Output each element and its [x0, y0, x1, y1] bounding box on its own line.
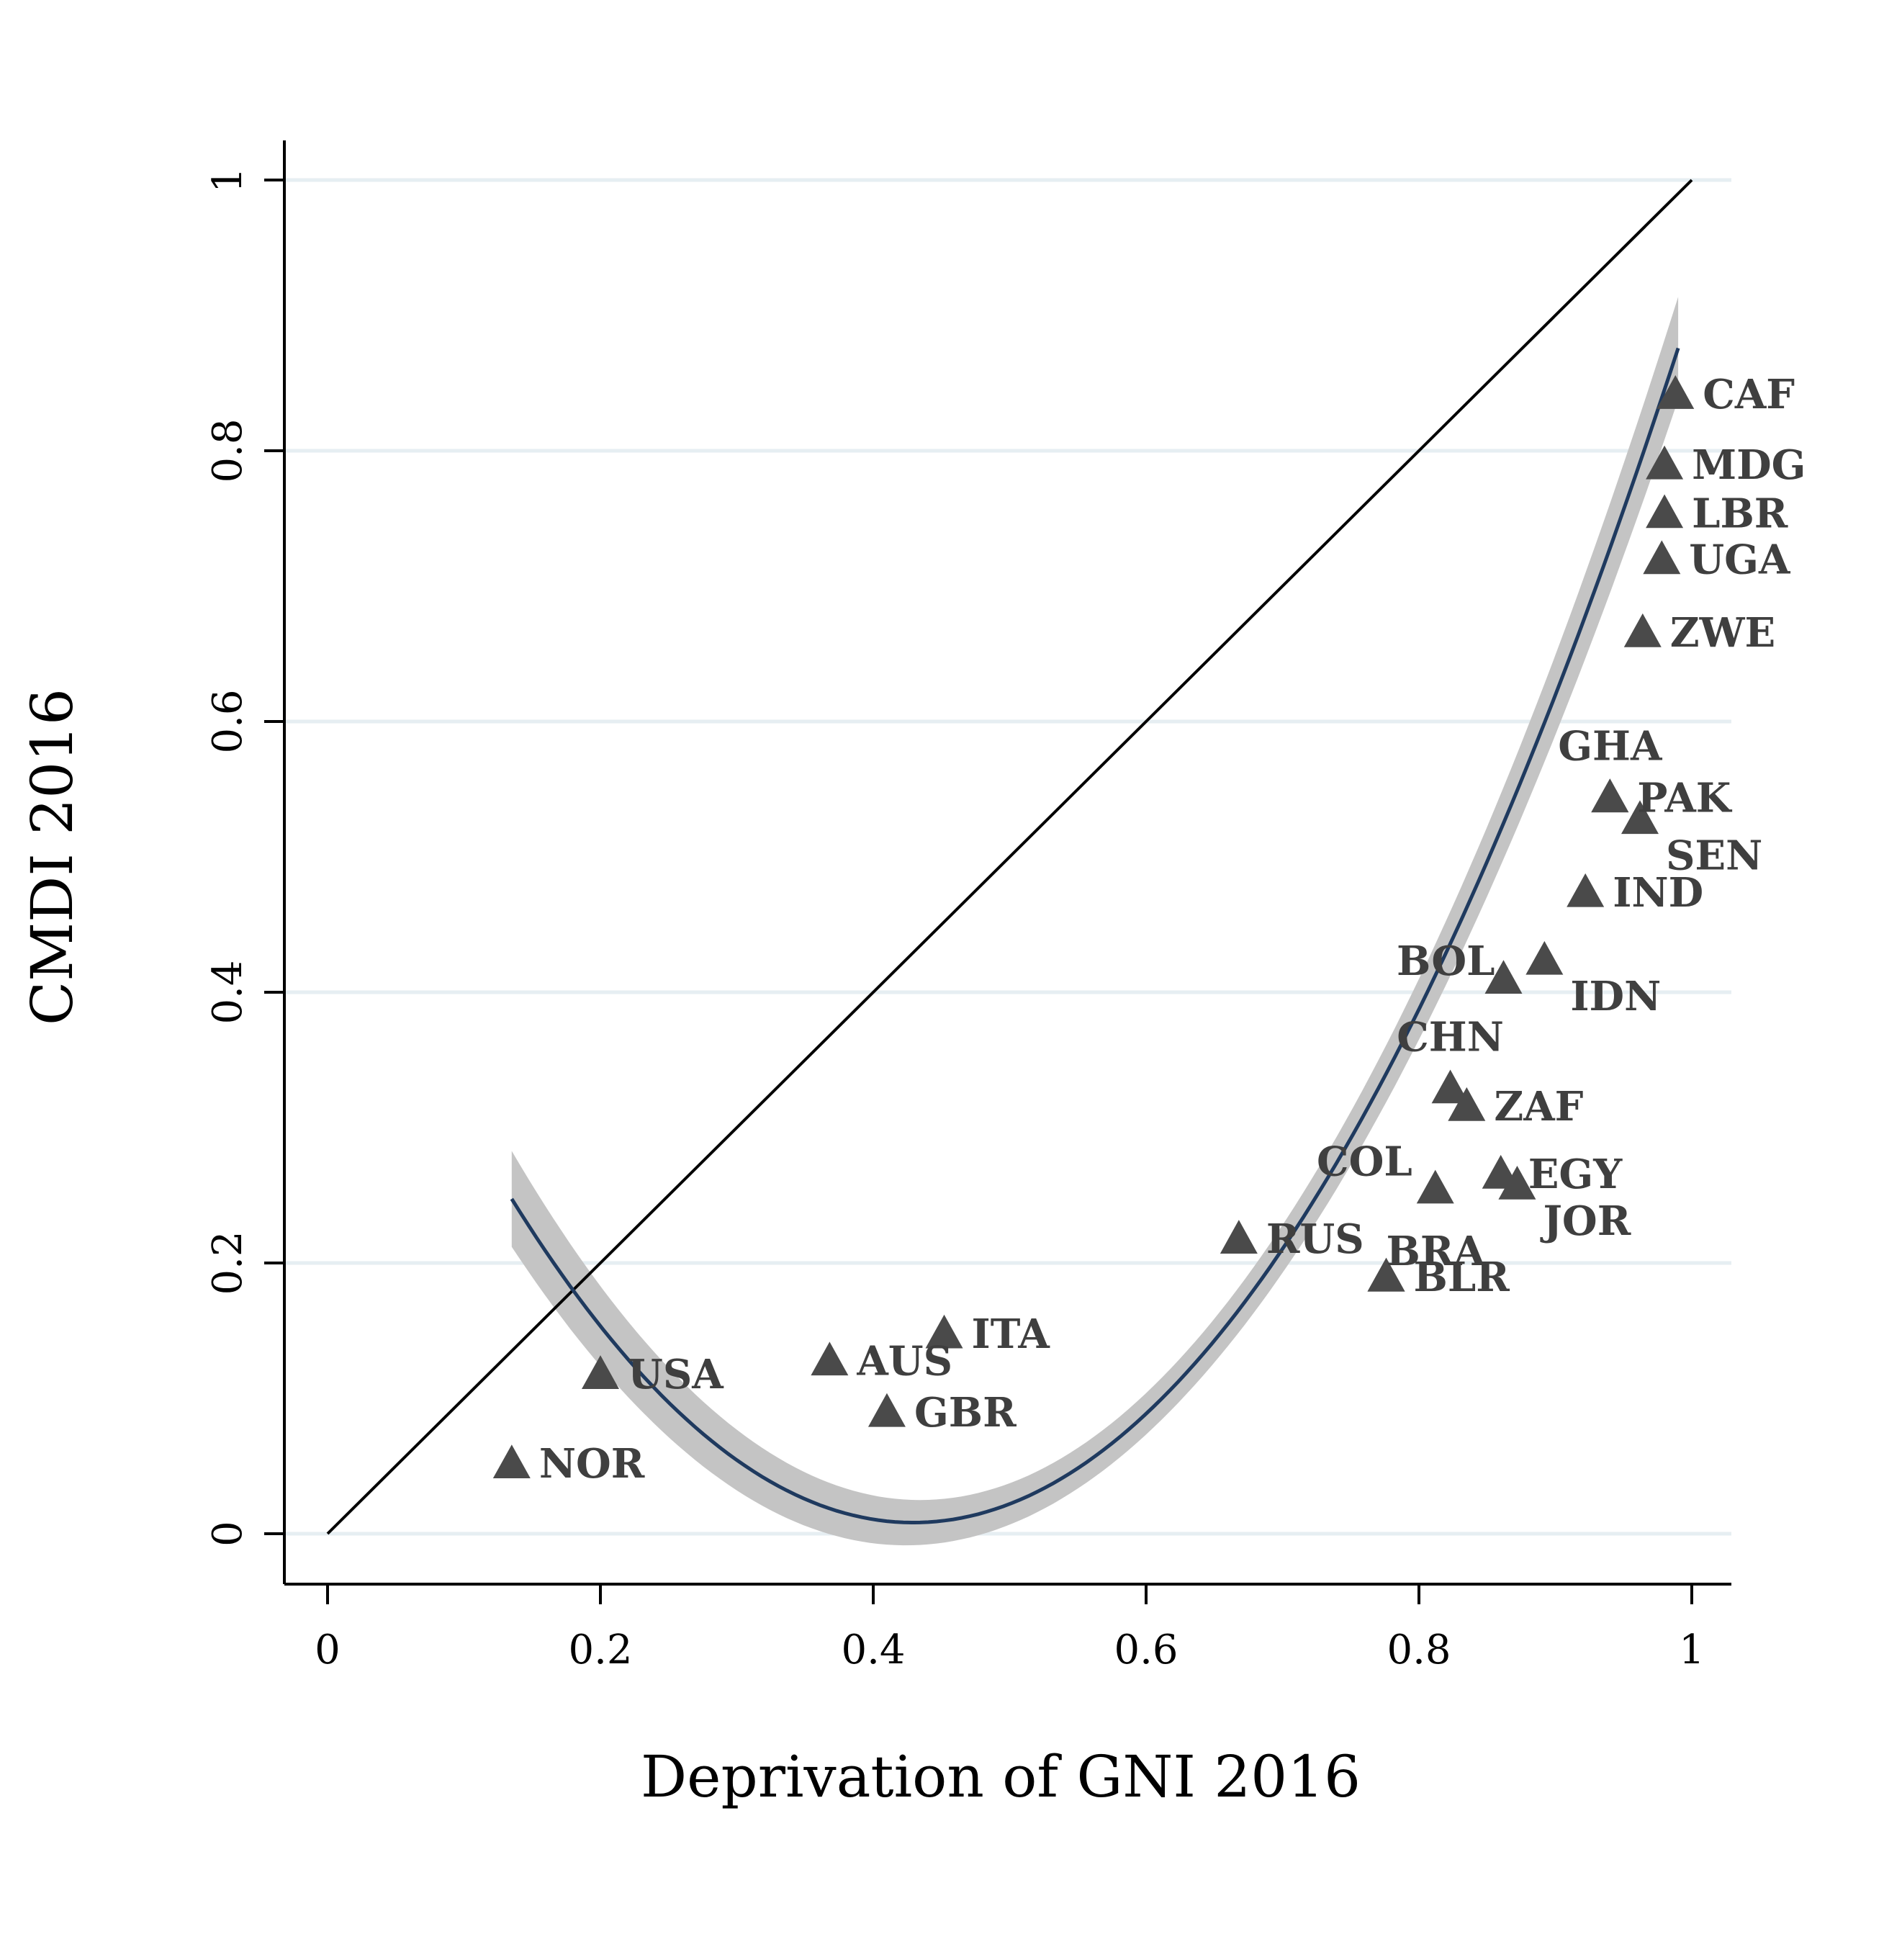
label-gha: GHA [1558, 722, 1663, 770]
label-gbr: GBR [914, 1389, 1017, 1437]
marker-idn [1525, 940, 1564, 975]
y-tick-label: 0.2 [204, 1231, 251, 1295]
marker-mdg [1646, 445, 1684, 480]
marker-aus [811, 1341, 849, 1376]
marker-gha [1591, 778, 1629, 813]
marker-lbr [1646, 494, 1684, 529]
label-mdg: MDG [1692, 441, 1806, 489]
marker-ind [1567, 873, 1605, 907]
label-zaf: ZAF [1494, 1083, 1583, 1130]
axes [283, 140, 1731, 1586]
x-tick-label: 0.8 [1387, 1627, 1451, 1673]
x-tick-label: 0.4 [841, 1627, 905, 1673]
fit-line [510, 347, 1680, 1525]
label-bra: BRA [1387, 1228, 1487, 1275]
y-axis-title: CMDI 2016 [19, 688, 86, 1025]
y-tick-label: 0 [204, 1521, 251, 1547]
y-tick-label: 1 [204, 167, 251, 193]
reference-line-45deg [326, 179, 1693, 1535]
label-jor: JOR [1539, 1197, 1631, 1245]
y-tick-label: 0.8 [204, 418, 251, 482]
marker-usa [582, 1355, 619, 1389]
marker-zwe [1623, 613, 1662, 647]
y-tick-label: 0.4 [204, 960, 251, 1024]
label-bol: BOL [1397, 938, 1495, 985]
x-tick-label: 0 [315, 1627, 341, 1673]
label-uga: UGA [1689, 536, 1791, 583]
marker-jor [1498, 1165, 1536, 1200]
label-blr: BLR [1414, 1254, 1510, 1301]
label-ita: ITA [972, 1311, 1051, 1358]
label-sen: SEN [1666, 832, 1762, 879]
label-col: COL [1317, 1138, 1412, 1186]
label-ind: IND [1613, 869, 1703, 917]
x-tick-label: 0.6 [1114, 1627, 1178, 1673]
data-points [492, 375, 1695, 1479]
marker-bol [1484, 960, 1523, 994]
marker-ita [925, 1314, 963, 1349]
label-usa: USA [628, 1351, 724, 1398]
label-idn: IDN [1570, 973, 1661, 1020]
marker-sen [1621, 800, 1659, 835]
marker-bra [1367, 1257, 1405, 1292]
marker-gbr [867, 1393, 906, 1427]
label-zwe: ZWE [1670, 609, 1775, 657]
y-tick-label: 0.6 [204, 689, 251, 753]
fit-line-layer [510, 347, 1680, 1525]
label-rus: RUS [1266, 1215, 1364, 1263]
label-egy: EGY [1528, 1151, 1623, 1198]
label-caf: CAF [1703, 371, 1795, 418]
marker-rus [1220, 1220, 1258, 1254]
marker-col [1416, 1169, 1454, 1204]
marker-uga [1643, 540, 1681, 575]
x-axis-ticks: 0 0.2 0.4 0.6 0.8 1 [315, 1584, 1705, 1673]
label-lbr: LBR [1692, 490, 1788, 537]
marker-nor [492, 1444, 531, 1479]
x-tick-label: 0.2 [568, 1627, 632, 1673]
x-tick-label: 1 [1679, 1627, 1705, 1673]
label-pak: PAK [1637, 774, 1732, 822]
marker-chn [1431, 1069, 1469, 1104]
marker-caf [1657, 375, 1695, 409]
label-chn: CHN [1397, 1013, 1504, 1061]
marker-zaf [1448, 1087, 1486, 1121]
reference-line-layer [326, 179, 1693, 1535]
label-aus: AUS [856, 1337, 952, 1385]
x-axis-title: Deprivation of GNI 2016 [641, 1743, 1361, 1810]
label-nor: NOR [539, 1440, 645, 1488]
y-axis-ticks: 0 0.2 0.4 0.6 0.8 1 [204, 167, 284, 1547]
